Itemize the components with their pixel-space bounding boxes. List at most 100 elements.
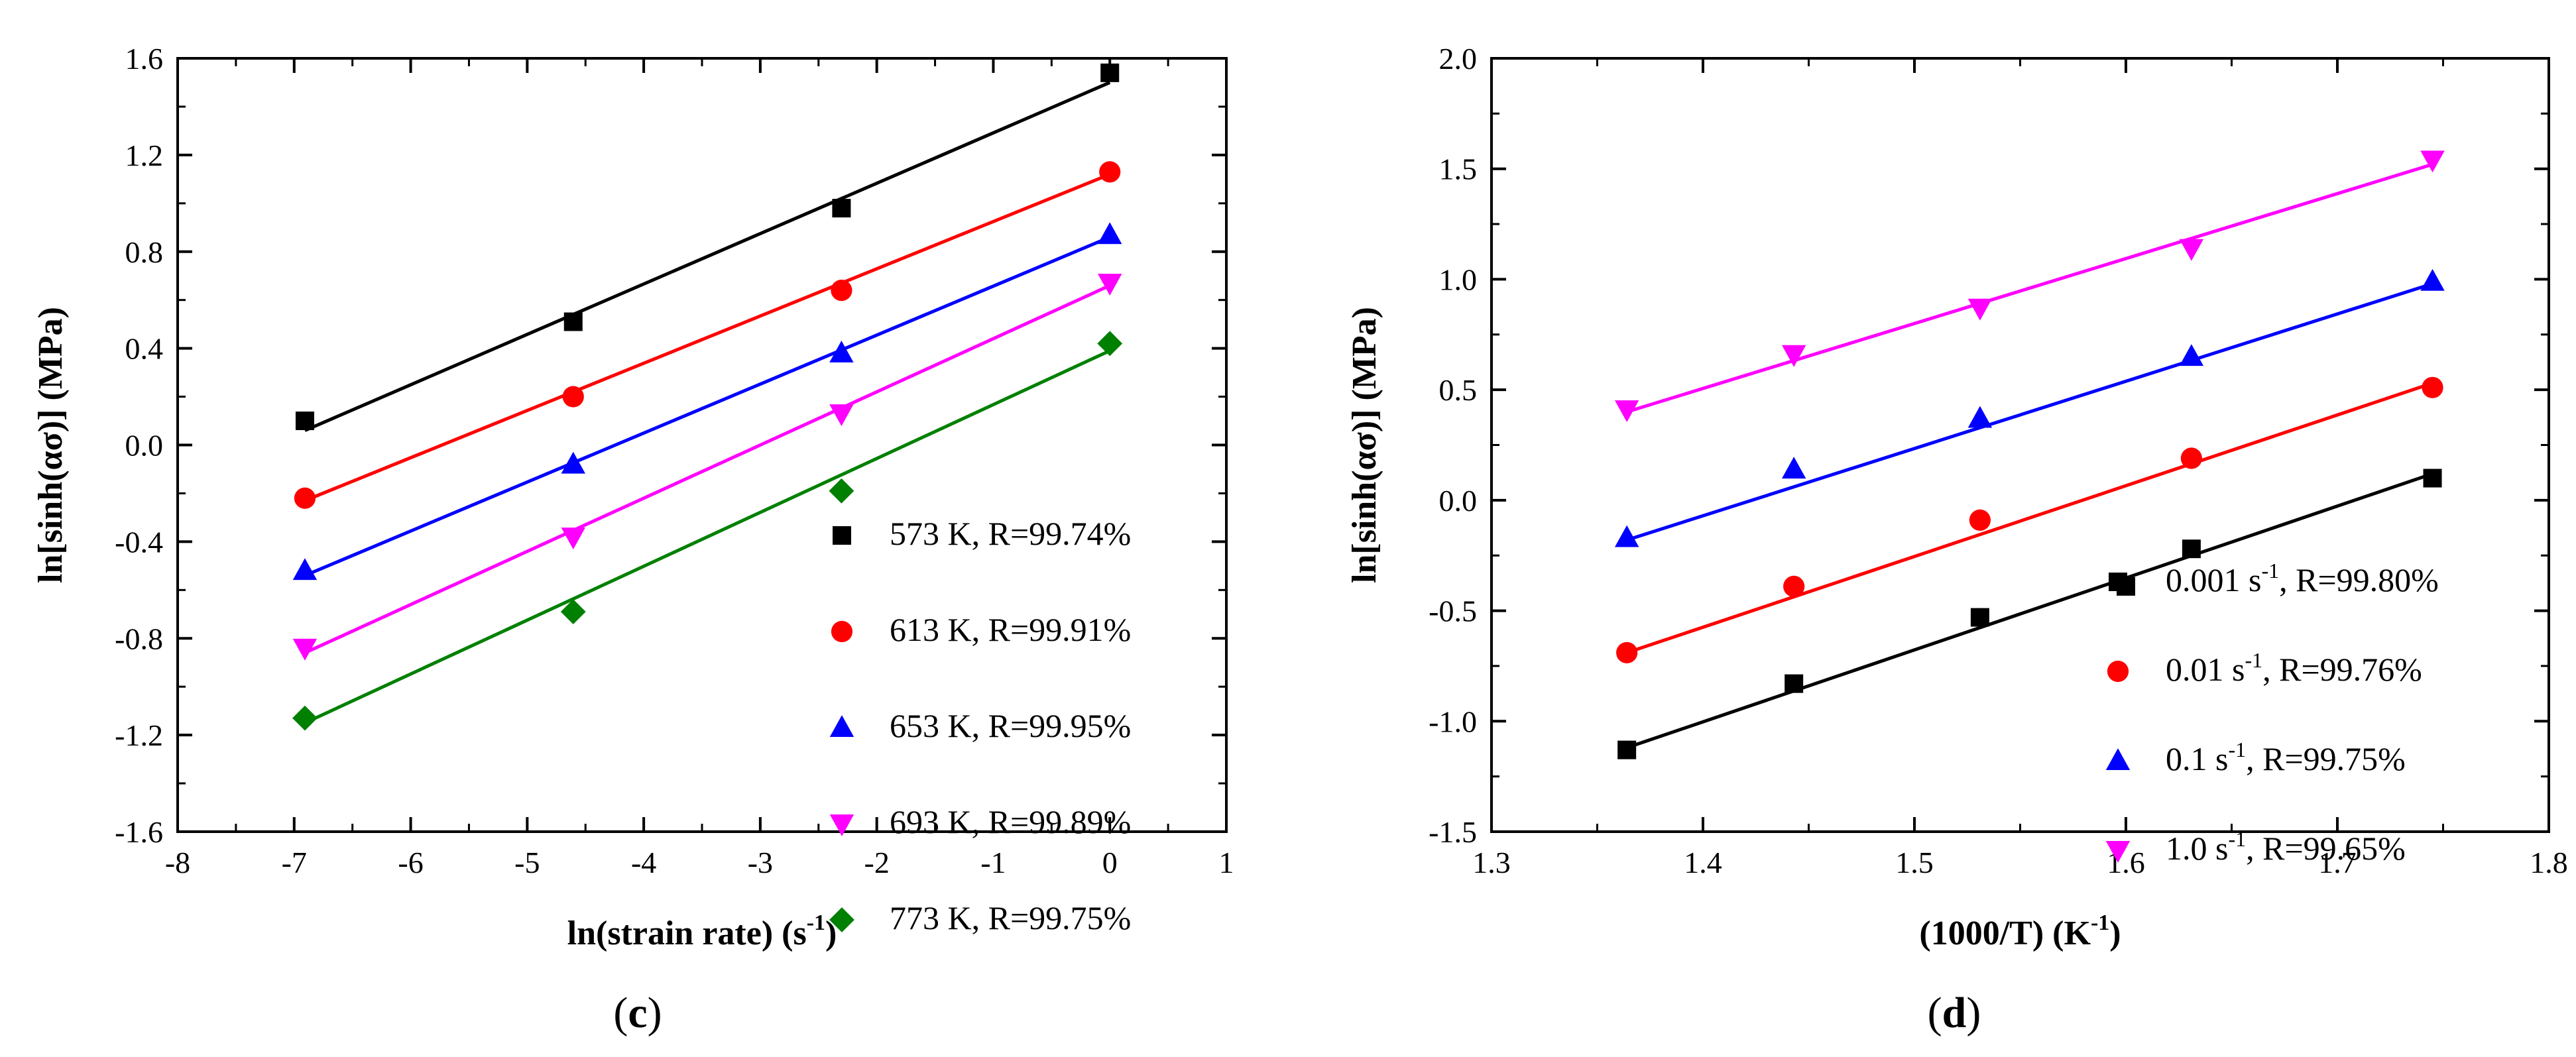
legend-label: 573 K, R=99.74% bbox=[890, 515, 1131, 552]
data-point bbox=[561, 451, 585, 474]
data-point bbox=[1097, 331, 1123, 357]
legend-label: 653 K, R=99.95% bbox=[890, 707, 1131, 744]
x-tick-label: -1 bbox=[980, 846, 1006, 879]
y-tick-label: 0.0 bbox=[125, 429, 164, 463]
x-tick-label: -5 bbox=[514, 846, 540, 879]
x-axis-label-main: ln(strain rate) (s bbox=[567, 915, 807, 952]
panel-label: (c) bbox=[613, 989, 662, 1037]
data-point bbox=[1100, 63, 1120, 82]
legend-marker bbox=[2105, 841, 2131, 863]
data-point bbox=[292, 558, 318, 581]
chart-d: 1.3 1.4 1.5 1.6 1.7 1.8-1.5-1.0-0.50.00.51.01… bbox=[1346, 42, 2568, 1037]
data-point bbox=[1617, 740, 1637, 759]
x-tick-label: -7 bbox=[282, 846, 307, 879]
legend-label-sup: -1 bbox=[2261, 559, 2279, 583]
legend-marker bbox=[829, 814, 854, 836]
legend-label-main: 0.01 s bbox=[2166, 651, 2245, 688]
y-tick-label: 1.6 bbox=[125, 42, 164, 76]
data-point bbox=[2420, 268, 2445, 291]
data-point bbox=[2182, 539, 2201, 559]
legend-marker bbox=[2107, 660, 2129, 683]
x-tick-label: 1.3 bbox=[1472, 846, 1511, 879]
x-tick-label: -4 bbox=[631, 846, 656, 879]
data-point bbox=[1781, 345, 1806, 367]
data-point bbox=[292, 638, 318, 661]
fit-line bbox=[304, 349, 1111, 725]
data-point bbox=[561, 528, 585, 549]
data-point bbox=[560, 599, 586, 625]
y-tick-label: 1.0 bbox=[1439, 262, 1478, 296]
x-tick-label: 1.4 bbox=[1684, 846, 1722, 879]
y-tick-label: 0.4 bbox=[125, 332, 164, 366]
data-point bbox=[1785, 674, 1804, 693]
legend-marker bbox=[829, 715, 854, 737]
data-point bbox=[295, 412, 314, 431]
legend-label-main: 653 K, R=99.95% bbox=[890, 707, 1131, 744]
data-point bbox=[829, 478, 854, 504]
data-point bbox=[831, 280, 852, 302]
y-tick-label: -0.8 bbox=[115, 622, 163, 655]
x-tick-label: -6 bbox=[398, 846, 423, 879]
data-point bbox=[1783, 575, 1805, 597]
legend-label-end: , R=99.76% bbox=[2262, 651, 2422, 688]
fit-line bbox=[304, 235, 1111, 577]
panel-letter: d bbox=[1942, 989, 1967, 1037]
fit-line bbox=[1626, 472, 2433, 750]
x-axis-label: (1000/T) (K-1) bbox=[1919, 911, 2121, 952]
data-point bbox=[2179, 239, 2204, 261]
y-tick-label: -1.0 bbox=[1429, 704, 1477, 738]
legend-label-end: , R=99.75% bbox=[2246, 740, 2406, 777]
x-axis-label-sup: -1 bbox=[807, 911, 825, 935]
x-axis-label: ln(strain rate) (s-1) bbox=[567, 911, 837, 952]
y-tick-label: 0.5 bbox=[1439, 373, 1478, 407]
y-tick-label: -1.6 bbox=[115, 815, 163, 849]
legend-marker bbox=[2105, 748, 2131, 770]
legend-marker bbox=[831, 620, 853, 643]
y-tick-label: -0.4 bbox=[115, 525, 163, 559]
data-point bbox=[1614, 525, 1639, 547]
y-tick-label: -0.5 bbox=[1429, 594, 1477, 628]
fit-line bbox=[304, 284, 1111, 655]
data-point bbox=[1614, 400, 1639, 423]
legend-label-main: 613 K, R=99.91% bbox=[890, 611, 1131, 648]
x-tick-label: 1 bbox=[1219, 846, 1234, 879]
x-tick-label: -3 bbox=[748, 846, 773, 879]
panel-label: (d) bbox=[1928, 989, 1981, 1037]
legend-label: 0.1 s-1, R=99.75% bbox=[2166, 738, 2406, 777]
data-point bbox=[829, 341, 854, 362]
data-point bbox=[1781, 457, 1806, 479]
x-tick-label: -8 bbox=[165, 846, 190, 879]
data-point bbox=[1099, 161, 1121, 183]
legend-marker bbox=[2109, 573, 2127, 591]
y-tick-label: 0.8 bbox=[125, 235, 164, 269]
data-point bbox=[1969, 509, 1991, 531]
y-axis-label: ln[sinh(ασ)] (MPa) bbox=[1346, 307, 1383, 583]
legend-label-sup: -1 bbox=[2228, 827, 2246, 851]
legend-label: 613 K, R=99.91% bbox=[890, 611, 1131, 648]
x-tick-label: 1.5 bbox=[1895, 846, 1934, 879]
y-tick-label: 1.2 bbox=[125, 139, 164, 172]
legend-label: 0.001 s-1, R=99.80% bbox=[2166, 559, 2439, 598]
x-tick-label: -2 bbox=[864, 846, 890, 879]
legend-label: 693 K, R=99.89% bbox=[890, 803, 1131, 840]
y-tick-label: -1.2 bbox=[115, 718, 163, 752]
legend-label-main: 773 K, R=99.75% bbox=[890, 899, 1131, 936]
legend-label-main: 1.0 s bbox=[2166, 830, 2228, 867]
data-point bbox=[294, 487, 316, 509]
legend-label-main: 0.1 s bbox=[2166, 740, 2228, 777]
legend-label-main: 0.001 s bbox=[2166, 561, 2261, 598]
fit-line bbox=[304, 172, 1111, 502]
data-point bbox=[292, 705, 318, 731]
legend-label-sup: -1 bbox=[2245, 648, 2262, 672]
data-point bbox=[562, 386, 584, 408]
plot-frame bbox=[1490, 57, 2550, 833]
data-point bbox=[829, 404, 854, 426]
x-axis-label-end: ) bbox=[2109, 915, 2121, 952]
fit-line bbox=[1626, 162, 2433, 414]
y-tick-label: 2.0 bbox=[1439, 42, 1478, 76]
legend-label-end: , R=99.65% bbox=[2246, 830, 2406, 867]
data-point bbox=[2420, 150, 2445, 173]
x-tick-label: 1.7 bbox=[2318, 846, 2357, 879]
legend-label-end: , R=99.80% bbox=[2279, 561, 2439, 598]
x-axis-label-main: (1000/T) (K bbox=[1919, 915, 2091, 952]
